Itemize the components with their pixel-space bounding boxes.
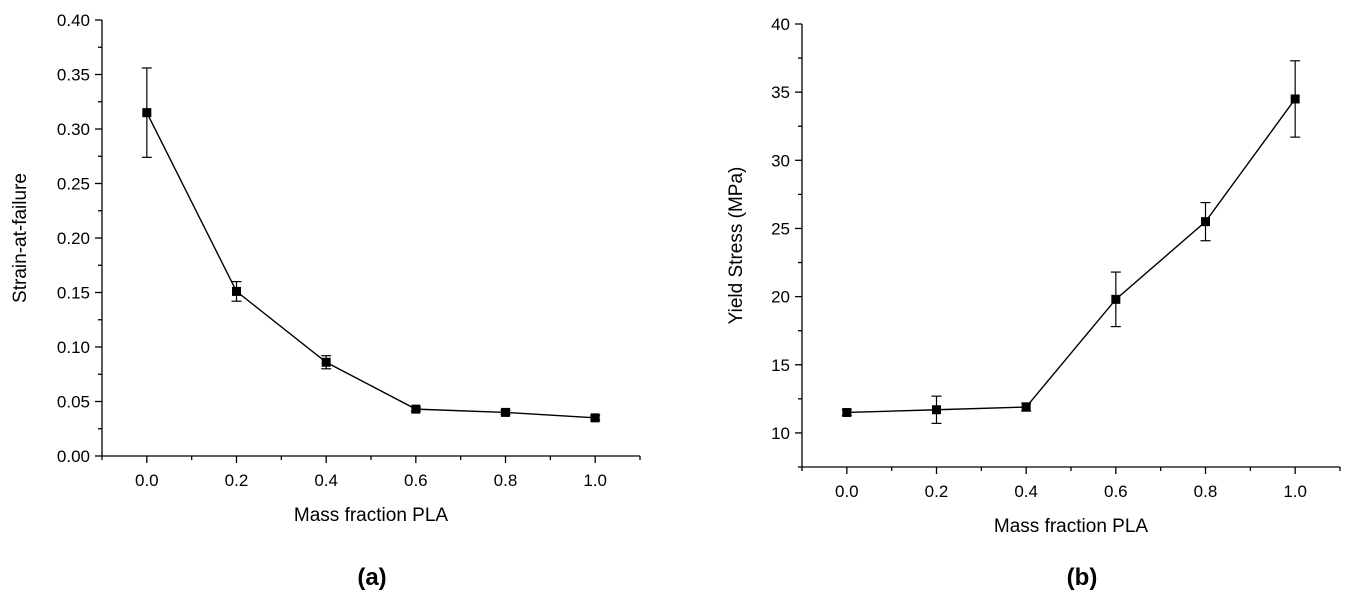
x-tick-label: 0.4 bbox=[314, 471, 338, 490]
series-line bbox=[846, 98, 1296, 414]
panel-label: (a) bbox=[357, 564, 386, 591]
y-tick-label: 25 bbox=[771, 219, 790, 238]
chart-b-svg: 10 15 20 25 30 35 40 0.0 0.2 0.4 0.6 0.8 1.0 Mass fra… bbox=[726, 15, 1341, 591]
x-tick-label: 0.6 bbox=[1104, 482, 1128, 501]
x-tick-label: 0.8 bbox=[1194, 482, 1218, 501]
data-point bbox=[232, 286, 241, 296]
x-tick-label: 1.0 bbox=[1283, 482, 1307, 501]
x-tick-label: 0.6 bbox=[404, 471, 428, 490]
y-tick-label: 0.15 bbox=[57, 284, 90, 303]
data-point bbox=[590, 413, 600, 423]
chart-a-svg: 0.00 0.05 0.10 0.15 0.20 0.25 0.30 0.35 0.40 0.0 0… bbox=[10, 11, 641, 591]
y-tick-label: 20 bbox=[771, 288, 790, 307]
data-point bbox=[142, 108, 152, 118]
data-point bbox=[1201, 217, 1210, 227]
panel-b: 10 15 20 25 30 35 40 0.0 0.2 0.4 0.6 0.8 1.0 Mass fra… bbox=[690, 0, 1351, 594]
x-tick-label: 0.2 bbox=[925, 482, 949, 501]
y-tick-label: 0.00 bbox=[57, 447, 90, 466]
data-point bbox=[1021, 402, 1031, 412]
y-tick-label: 0.10 bbox=[57, 338, 90, 357]
x-tick-label: 0.2 bbox=[225, 471, 249, 490]
y-tick-label: 0.05 bbox=[57, 393, 90, 412]
data-point bbox=[501, 407, 510, 417]
x-axis-title: Mass fraction PLA bbox=[294, 505, 448, 526]
x-axis-title: Mass fraction PLA bbox=[994, 516, 1148, 537]
y-tick-label: 10 bbox=[771, 424, 790, 443]
data-point bbox=[1290, 94, 1300, 104]
x-tick-label: 0.8 bbox=[494, 471, 518, 490]
data-point bbox=[842, 407, 852, 417]
y-tick-label: 40 bbox=[771, 15, 790, 34]
data-point bbox=[1111, 294, 1121, 304]
data-point bbox=[321, 357, 331, 367]
y-tick-label: 0.40 bbox=[57, 11, 90, 30]
y-tick-label: 0.20 bbox=[57, 229, 90, 248]
y-tick-label: 0.25 bbox=[57, 175, 90, 194]
panel-label: (b) bbox=[1067, 564, 1098, 591]
x-tick-label: 0.0 bbox=[135, 471, 159, 490]
y-tick-label: 0.35 bbox=[57, 66, 90, 85]
x-tick-label: 1.0 bbox=[583, 471, 607, 490]
y-tick-label: 35 bbox=[771, 83, 790, 102]
y-tick-label: 15 bbox=[771, 356, 790, 375]
x-tick-label: 0.0 bbox=[835, 482, 859, 501]
data-point bbox=[932, 405, 941, 415]
series-line bbox=[146, 112, 596, 419]
y-axis-title: Yield Stress (MPa) bbox=[726, 167, 747, 325]
y-axis-title: Strain-at-failure bbox=[10, 173, 31, 303]
y-tick-label: 0.30 bbox=[57, 120, 90, 139]
panel-a: 0.00 0.05 0.10 0.15 0.20 0.25 0.30 0.35 0.40 0.0 0… bbox=[0, 0, 660, 594]
data-point bbox=[411, 404, 421, 414]
x-tick-label: 0.4 bbox=[1014, 482, 1038, 501]
y-tick-label: 30 bbox=[771, 151, 790, 170]
